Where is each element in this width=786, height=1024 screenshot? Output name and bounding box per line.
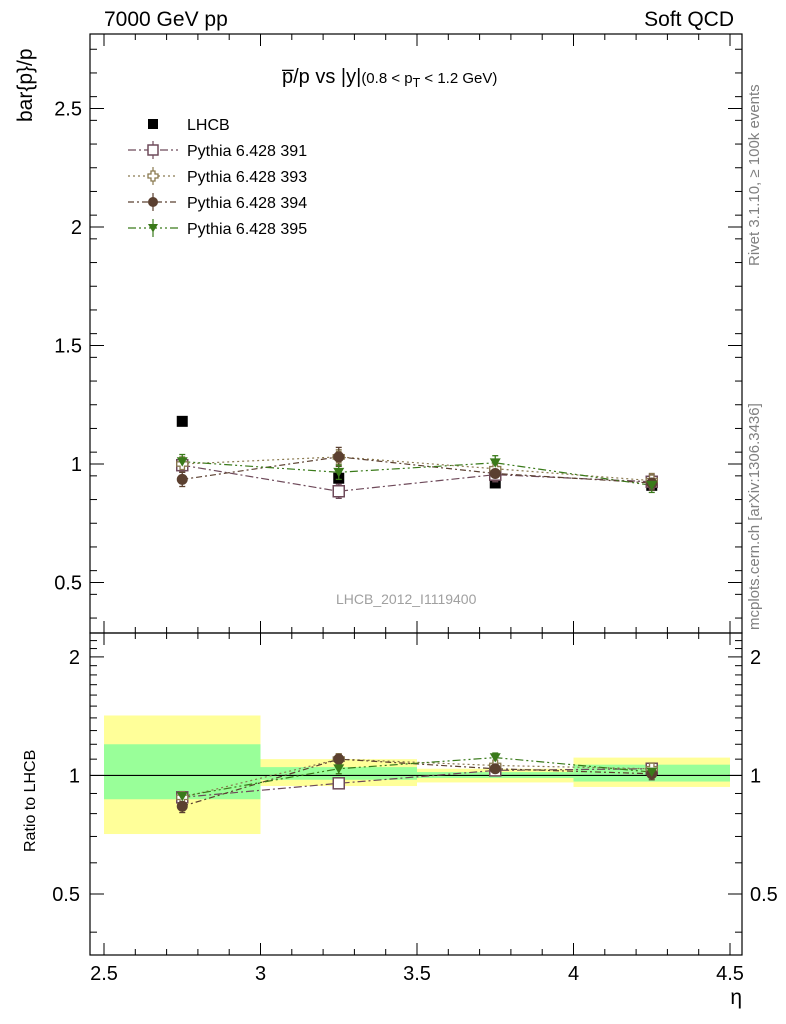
ratio-y-tick-label: 0.5 — [52, 884, 80, 906]
main-y-tick-label: 0.5 — [54, 573, 82, 595]
legend-marker-p391 — [147, 144, 159, 156]
ratio-frame — [89, 632, 743, 956]
ratio-point-p394 — [489, 763, 501, 775]
main-y-axis-label: bar{p}/p — [14, 48, 37, 122]
x-tick-label: 3 — [255, 963, 266, 985]
ratio-series-line-p393 — [182, 758, 652, 798]
main-y-tick-label: 1 — [71, 454, 82, 476]
ratio-y-axis-label: Ratio to LHCB — [22, 749, 39, 852]
plot-title-cut-end: < 1.2 GeV) — [420, 70, 498, 87]
main-point-p395 — [646, 480, 658, 491]
legend-marker-p395 — [148, 224, 158, 233]
ratio-y-tick-label: 2 — [69, 647, 80, 669]
ratio-point-p395 — [489, 753, 501, 763]
x-axis-label: η — [730, 986, 742, 1009]
x-tick-label: 3.5 — [403, 963, 431, 985]
main-y-tick-label: 2 — [71, 217, 82, 239]
legend-label: LHCB — [187, 117, 230, 134]
main-series-line-p395 — [182, 461, 652, 486]
ratio-y-tick-label-right: 1 — [750, 765, 761, 787]
main-series-line-p394 — [182, 456, 652, 484]
legend-label: Pythia 6.428 393 — [187, 169, 307, 186]
ratio-point-p394 — [176, 800, 188, 812]
main-point-lhcb — [489, 477, 501, 489]
main-point-p394 — [176, 473, 188, 485]
plot-title-main: p̅/p vs |y| — [282, 66, 362, 88]
ratio-point-p395 — [646, 767, 658, 778]
ratio-point-p395 — [176, 791, 188, 802]
plot-title: p̅/p vs |y|(0.8 < pT < 1.2 GeV) — [282, 66, 497, 90]
main-series-line-p393 — [182, 456, 652, 482]
ratio-point-p395 — [333, 764, 345, 774]
main-y-tick-label: 1.5 — [54, 336, 82, 358]
legend-marker-p394 — [148, 197, 158, 207]
x-tick-label: 2.5 — [90, 963, 118, 985]
legend-label: Pythia 6.428 391 — [187, 143, 307, 160]
main-point-lhcb — [176, 415, 188, 427]
ratio-point-p394 — [333, 753, 345, 765]
legend-marker-lhcb — [148, 119, 158, 129]
x-tick-label: 4.5 — [716, 963, 744, 985]
ratio-point-p391 — [332, 777, 345, 790]
ratio-series-line-p394 — [182, 758, 652, 807]
ratio-y-tick-label: 1 — [69, 765, 80, 787]
analysis-watermark: LHCB_2012_I1119400 — [336, 591, 477, 607]
main-point-p395 — [489, 458, 501, 468]
plot-title-cut-subscript: T — [412, 76, 421, 90]
legend-label: Pythia 6.428 395 — [187, 221, 307, 238]
legend-label: Pythia 6.428 394 — [187, 195, 307, 212]
x-tick-label: 4 — [568, 963, 579, 985]
plot-title-cut-text: (0.8 < p — [361, 70, 413, 87]
ratio-y-tick-label-right: 0.5 — [750, 884, 778, 906]
mcplots-reference-label: mcplots.cern.ch [arXiv:1306.3436] — [746, 403, 763, 630]
header-energy-label: 7000 GeV pp — [104, 8, 228, 31]
ratio-series-line-p391 — [182, 768, 652, 798]
main-point-p391 — [332, 485, 345, 498]
main-point-p394 — [333, 451, 345, 463]
main-y-tick-label: 2.5 — [54, 99, 82, 121]
main-point-p395 — [176, 457, 188, 467]
ratio-band-inner-0 — [104, 744, 261, 800]
rivet-version-label: Rivet 3.1.10, ≥ 100k events — [746, 84, 763, 266]
header-process-label: Soft QCD — [644, 8, 734, 31]
main-point-p395 — [333, 467, 345, 478]
ratio-series-line-p395 — [182, 757, 652, 797]
ratio-y-tick-label-right: 2 — [750, 647, 761, 669]
plot-title-cut: (0.8 < pT < 1.2 GeV) — [361, 70, 498, 90]
chart-marks: 2.5 3 3.5 4 4.5 0.5 1 1.5 2 2.5 0.5 0.5 1 1 2 2 LHCB Pyth… — [52, 33, 778, 985]
legend-marker-p393 — [147, 170, 159, 182]
main-point-p394 — [489, 467, 501, 479]
